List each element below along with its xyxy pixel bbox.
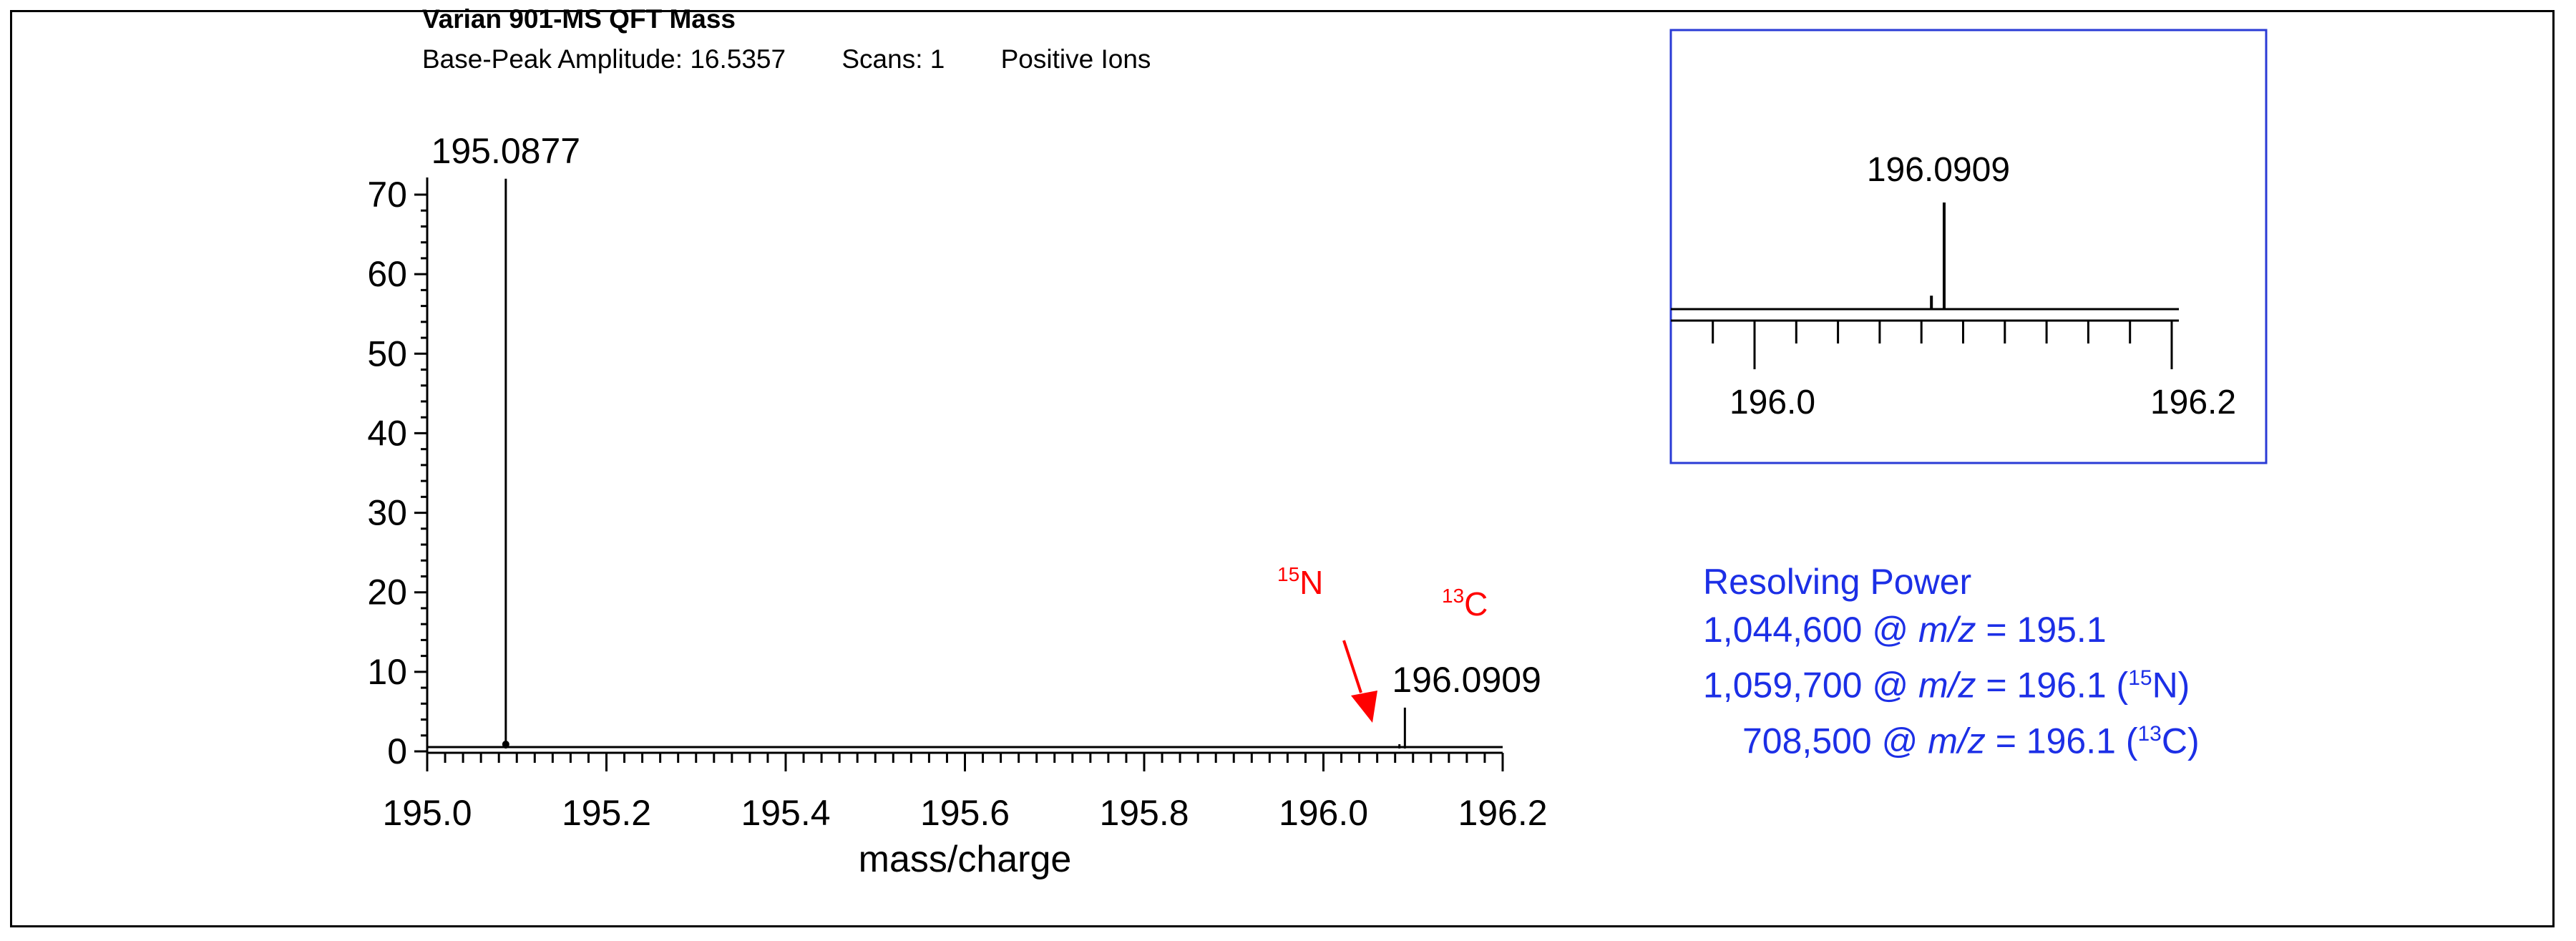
x-tick-label: 196.2 <box>1458 793 1547 833</box>
acquisition-info: Base-Peak Amplitude: 16.5357 Scans: 1 Po… <box>422 44 1199 74</box>
annotation-15n-mass: 15 <box>1277 563 1299 585</box>
rp3-iso-el: C) <box>2161 721 2200 761</box>
peak-base-marker <box>502 741 509 748</box>
ion-mode: Positive Ions <box>1000 44 1151 74</box>
y-tick-label: 30 <box>367 493 407 533</box>
annotation-15n-element: N <box>1299 564 1323 601</box>
y-tick-label: 0 <box>387 731 407 771</box>
peak-label: 196.0909 <box>1392 660 1541 700</box>
rp2-value: 1,059,700 @ <box>1703 665 1918 706</box>
x-tick-label: 195.0 <box>382 793 472 833</box>
peak-label: 195.0877 <box>431 131 581 171</box>
y-tick-label: 10 <box>367 652 407 692</box>
rp1-rest: = 195.1 <box>1976 610 2107 650</box>
x-tick-label: 195.8 <box>1099 793 1189 833</box>
rp3-iso-mass: 13 <box>2137 721 2162 746</box>
y-tick-label: 20 <box>367 572 407 613</box>
figure-frame <box>10 10 2555 927</box>
resolving-power-line-3: 708,500 @ m/z = 196.1 (13C) <box>1703 710 2200 766</box>
y-tick-label: 40 <box>367 413 407 453</box>
base-peak-amplitude: Base-Peak Amplitude: 16.5357 <box>422 44 786 74</box>
rp2-iso-el: N) <box>2152 665 2190 706</box>
inset-tick-label: 196.2 <box>2150 384 2236 421</box>
inset-peak-label: 196.0909 <box>1867 151 2010 189</box>
rp3-rest: = 196.1 ( <box>1985 721 2138 761</box>
instrument-title: Varian 901-MS QFT Mass <box>422 4 736 34</box>
rp1-mz: m/z <box>1918 610 1976 650</box>
x-axis-title: mass/charge <box>859 839 1072 880</box>
isotope-annotations: 15N 13C <box>1277 563 1488 723</box>
rp1-value: 1,044,600 @ <box>1703 610 1918 650</box>
x-tick-label: 195.6 <box>920 793 1010 833</box>
resolving-power-block: Resolving Power 1,044,600 @ m/z = 195.1 … <box>1703 558 2200 765</box>
resolving-power-title: Resolving Power <box>1703 562 1972 602</box>
rp2-iso-mass: 15 <box>2128 666 2152 690</box>
y-tick-label: 60 <box>367 254 407 294</box>
annotation-arrow-head <box>1351 691 1377 723</box>
inset-frame <box>1669 29 2268 464</box>
rp3-value: 708,500 @ <box>1742 721 1928 761</box>
annotation-15n: 15N <box>1277 563 1323 601</box>
x-tick-label: 196.0 <box>1279 793 1368 833</box>
annotation-arrow-line <box>1342 640 1362 693</box>
annotation-13c-element: C <box>1464 585 1488 623</box>
scan-count: Scans: 1 <box>841 44 945 74</box>
resolving-power-line-2: 1,059,700 @ m/z = 196.1 (15N) <box>1703 654 2200 710</box>
inset-tick-label: 196.0 <box>1729 384 1815 421</box>
rp3-mz: m/z <box>1928 721 1986 761</box>
annotation-13c: 13C <box>1442 585 1488 623</box>
resolving-power-line-1: 1,044,600 @ m/z = 195.1 <box>1703 606 2200 654</box>
chart-labels: 195.0877 196.0909 <box>431 131 1541 700</box>
rp2-rest: = 196.1 ( <box>1976 665 2129 706</box>
rp2-mz: m/z <box>1918 665 1976 706</box>
y-tick-label: 50 <box>367 333 407 374</box>
annotation-13c-mass: 13 <box>1442 585 1464 607</box>
x-tick-label: 195.2 <box>562 793 651 833</box>
y-tick-label: 70 <box>367 175 407 215</box>
chart-peaks <box>502 178 1406 749</box>
inset-chart: 196.0 196.2 196.0909 <box>1669 29 2268 464</box>
chart-axes: 0 10 20 30 40 50 60 70 195.0 195.2 195.4 195.6 195.8… <box>367 175 1547 880</box>
x-tick-label: 195.4 <box>741 793 830 833</box>
